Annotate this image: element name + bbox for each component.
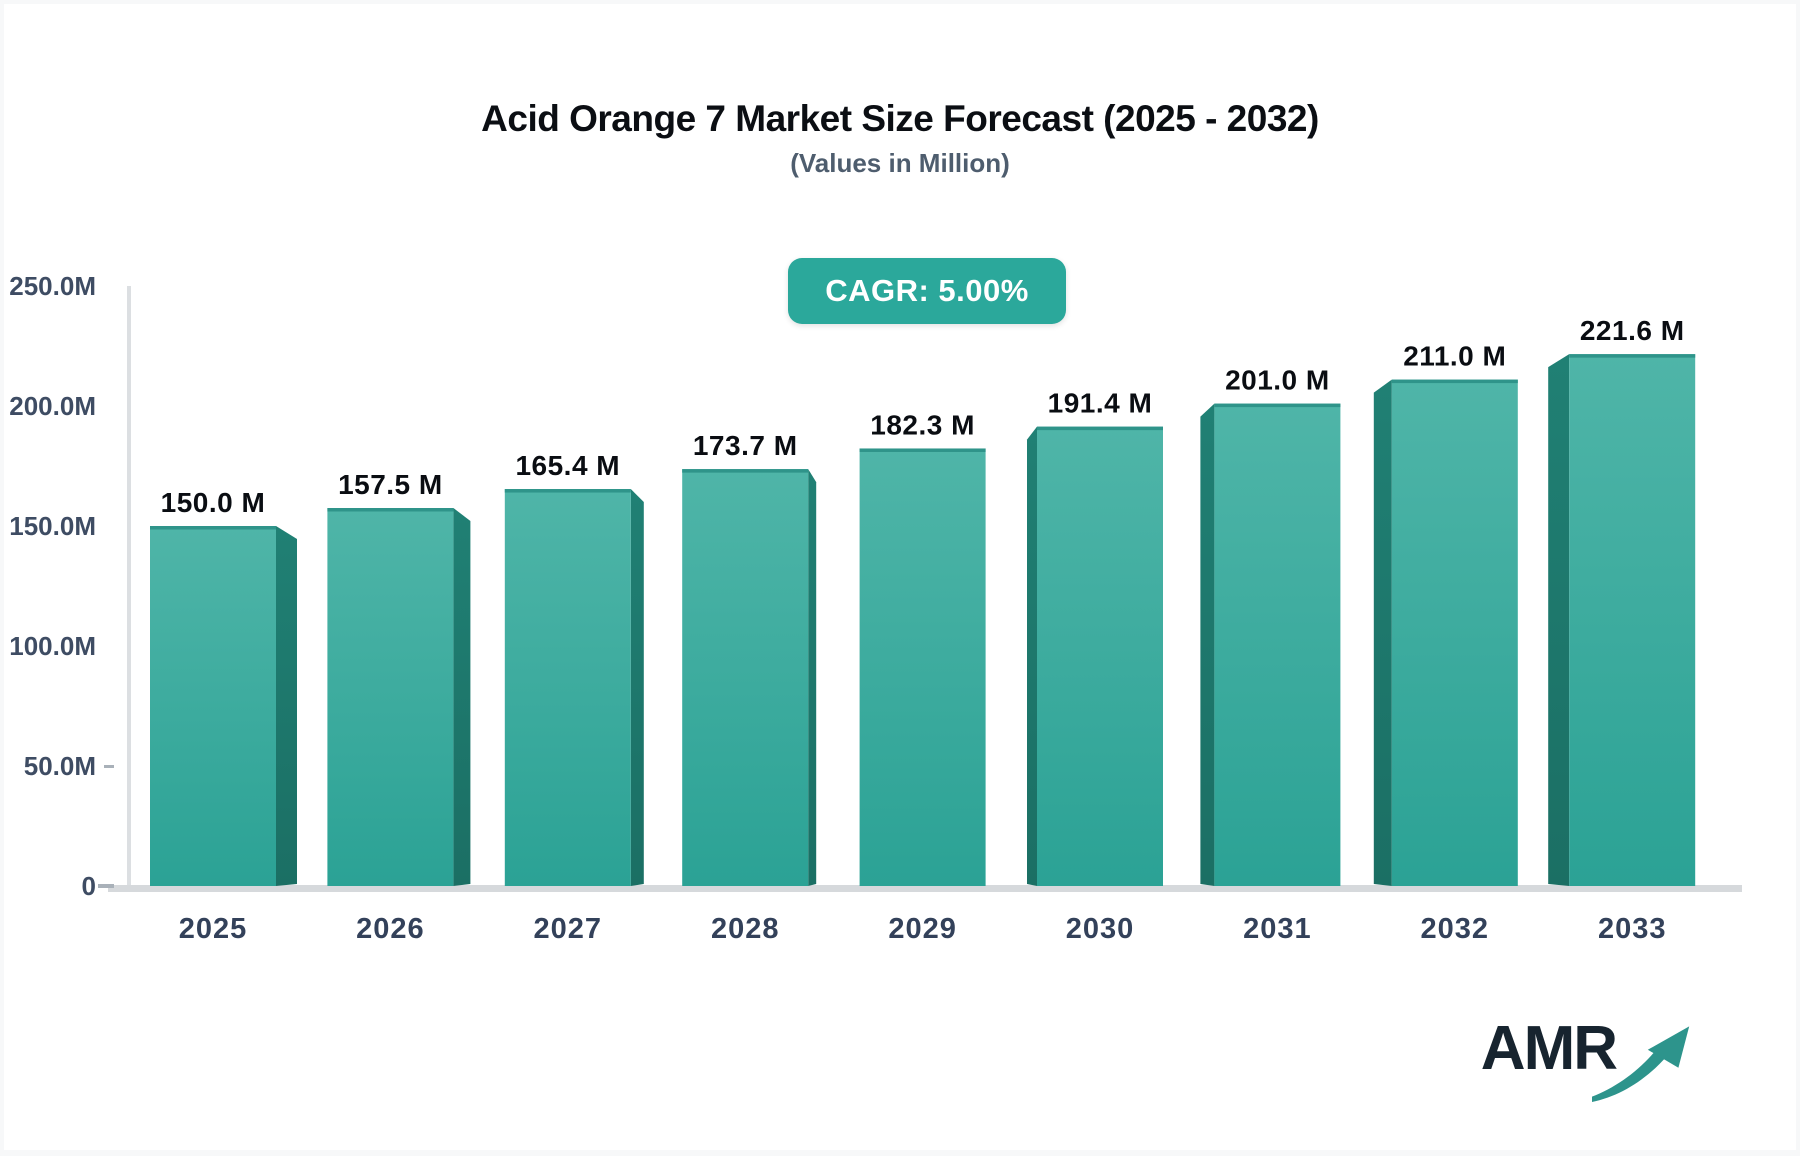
bar-value-label: 191.4 M — [1048, 388, 1153, 419]
bar-side-face — [1548, 354, 1570, 886]
bar-front-face — [682, 469, 809, 886]
x-axis-baseline — [108, 885, 1742, 892]
amr-logo: AMR — [1481, 1018, 1700, 1112]
x-axis-category-label: 2030 — [1066, 913, 1135, 945]
bar-value-label: 165.4 M — [515, 450, 620, 481]
x-axis-category-label: 2025 — [179, 913, 248, 945]
bar-side-face — [808, 469, 817, 886]
bar-front-face — [327, 508, 454, 886]
bar-front-face — [1391, 379, 1518, 886]
bar-group-2025: 150.0 M 2025 — [150, 487, 297, 945]
x-axis-category-label: 2028 — [711, 913, 780, 945]
bar-group-2027: 165.4 M 2027 — [504, 450, 644, 945]
bar-value-label: 150.0 M — [161, 487, 266, 518]
cagr-badge-label: CAGR: 5.00% — [825, 273, 1029, 308]
bar-group-2032: 211.0 M 2032 — [1373, 341, 1518, 945]
y-axis-tick-label: 250.0M — [9, 271, 96, 301]
x-axis-category-label: 2031 — [1243, 913, 1312, 945]
bar-value-label: 201.0 M — [1225, 365, 1330, 396]
bar-front-face — [1214, 403, 1341, 886]
y-axis-tick-mark — [98, 884, 114, 888]
y-axis-tick-label: 100.0M — [9, 631, 96, 661]
amr-logo-arrow-icon — [1592, 1026, 1690, 1102]
x-axis-category-label: 2026 — [356, 913, 425, 945]
bar-front-face — [504, 489, 631, 886]
bar-side-face — [1027, 426, 1037, 886]
bar-front-face — [859, 448, 986, 886]
bar-group-2029: 182.3 M 2029 — [859, 409, 986, 945]
bar-front-face — [150, 526, 276, 886]
bar-side-face — [1373, 379, 1392, 886]
bar-group-2026: 157.5 M 2026 — [327, 469, 471, 945]
y-axis-tick-label: 150.0M — [9, 511, 96, 541]
bar-top-edge — [1214, 403, 1341, 408]
chart-subtitle: (Values in Million) — [790, 148, 1010, 178]
bar-value-label: 182.3 M — [870, 409, 975, 440]
bar-value-label: 173.7 M — [693, 430, 798, 461]
bar-top-edge — [150, 526, 276, 530]
bar-side-face — [1200, 403, 1215, 886]
y-axis-tick-label: 50.0M — [24, 751, 96, 781]
x-axis-category-label: 2027 — [534, 913, 603, 945]
y-axis-line — [127, 286, 131, 887]
bar-value-label: 157.5 M — [338, 469, 443, 500]
bar-front-face — [1037, 426, 1163, 886]
bar-group-2031: 201.0 M 2031 — [1200, 365, 1341, 945]
bar-value-label: 221.6 M — [1580, 315, 1685, 346]
bar-value-label: 211.0 M — [1403, 341, 1506, 372]
bar-group-2033: 221.6 M 2033 — [1548, 315, 1696, 945]
x-axis-category-label: 2029 — [888, 913, 957, 945]
bar-group-2030: 191.4 M 2030 — [1027, 388, 1163, 945]
bar-side-face — [630, 489, 644, 886]
x-axis-category-label: 2032 — [1421, 913, 1490, 945]
x-axis-category-label: 2033 — [1598, 913, 1667, 945]
y-axis-tick-mark — [104, 765, 114, 768]
y-axis-tick-label: 200.0M — [9, 391, 96, 421]
y-axis-tick-label: 0 — [82, 871, 96, 901]
cagr-badge: CAGR: 5.00% — [788, 258, 1066, 324]
bar-top-edge — [1391, 379, 1518, 384]
bar-top-edge — [504, 489, 631, 493]
bar-side-face — [276, 526, 297, 886]
bar-side-face — [453, 508, 471, 886]
bar-top-edge — [682, 469, 809, 473]
bar-front-face — [1569, 354, 1696, 886]
bar-top-edge — [1569, 354, 1696, 358]
chart-title: Acid Orange 7 Market Size Forecast (2025… — [481, 98, 1319, 139]
bar-top-edge — [859, 448, 986, 452]
amr-logo-text: AMR — [1480, 1014, 1618, 1083]
bar-top-edge — [1037, 426, 1163, 431]
bar-top-edge — [327, 508, 454, 512]
bar-group-2028: 173.7 M 2028 — [682, 430, 817, 945]
